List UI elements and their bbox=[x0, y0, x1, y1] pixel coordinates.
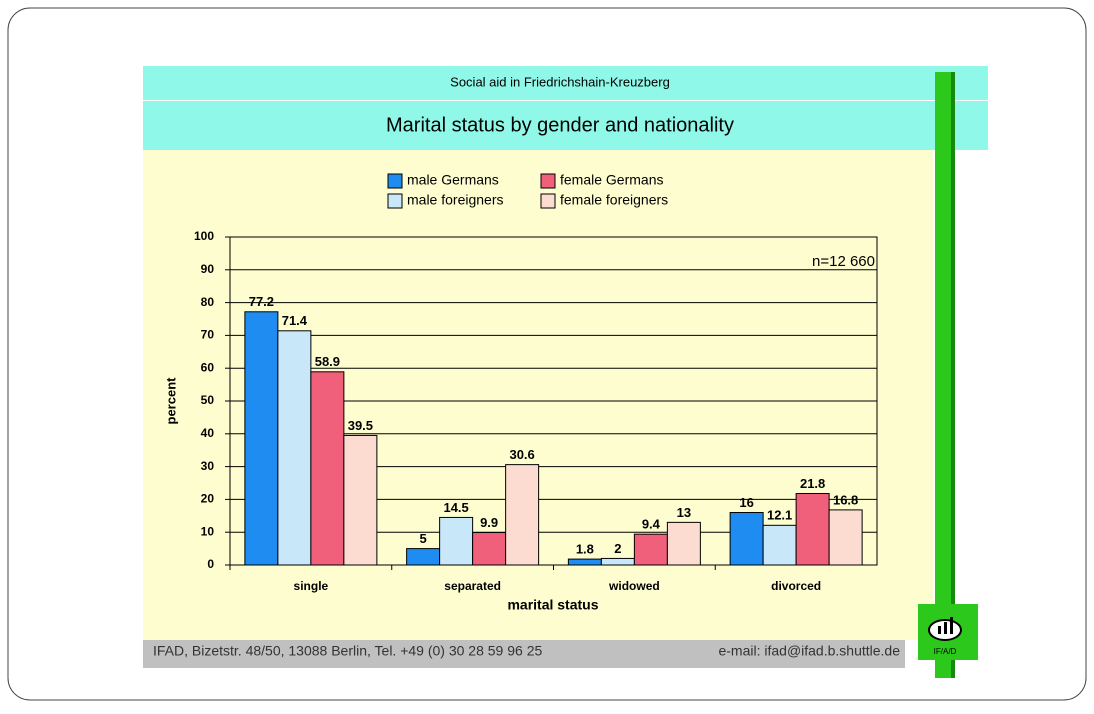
footer-address: IFAD, Bizetstr. 48/50, 13088 Berlin, Tel… bbox=[153, 643, 542, 659]
bar bbox=[277, 330, 312, 566]
bar bbox=[828, 509, 863, 566]
legend-label: female foreigners bbox=[560, 192, 668, 208]
bar bbox=[406, 548, 441, 566]
data-label: 21.8 bbox=[800, 476, 825, 491]
data-label: 5 bbox=[420, 531, 427, 546]
logo-icon bbox=[938, 626, 941, 634]
green-bar bbox=[935, 72, 955, 678]
legend-swatch bbox=[387, 193, 403, 209]
data-label: 14.5 bbox=[443, 500, 468, 515]
y-tick-label: 40 bbox=[201, 426, 215, 440]
bar bbox=[666, 521, 701, 566]
data-label: 58.9 bbox=[315, 354, 340, 369]
data-label: 16 bbox=[739, 495, 753, 510]
y-axis-label: percent bbox=[163, 377, 178, 425]
x-tick-label: divorced bbox=[771, 579, 821, 593]
data-label: 30.6 bbox=[509, 447, 534, 462]
logo-text: IF/A/D bbox=[934, 647, 957, 656]
bar bbox=[343, 434, 378, 566]
data-label: 39.5 bbox=[348, 418, 373, 433]
bar bbox=[600, 557, 635, 566]
y-tick-label: 10 bbox=[201, 524, 215, 538]
bar bbox=[244, 311, 279, 566]
x-tick-label: separated bbox=[444, 579, 501, 593]
bar bbox=[310, 371, 345, 566]
data-label: 77.2 bbox=[249, 294, 274, 309]
y-tick-label: 80 bbox=[201, 295, 215, 309]
bar bbox=[633, 533, 668, 566]
y-tick-label: 70 bbox=[201, 328, 215, 342]
y-tick-label: 20 bbox=[201, 492, 215, 506]
y-tick-label: 50 bbox=[201, 393, 215, 407]
title-band bbox=[143, 101, 988, 150]
y-tick-label: 30 bbox=[201, 459, 215, 473]
bar bbox=[472, 532, 507, 566]
annotation: n=12 660 bbox=[812, 253, 875, 270]
data-label: 9.9 bbox=[480, 515, 498, 530]
legend-swatch bbox=[540, 193, 556, 209]
legend-label: male Germans bbox=[407, 172, 499, 188]
data-label: 1.8 bbox=[576, 542, 594, 557]
footer-band bbox=[143, 640, 905, 668]
bar bbox=[762, 524, 797, 566]
logo-icon bbox=[950, 617, 953, 634]
y-tick-label: 60 bbox=[201, 360, 215, 374]
legend-swatch bbox=[387, 173, 403, 189]
bar bbox=[729, 512, 764, 566]
y-tick-label: 0 bbox=[207, 557, 214, 571]
logo-icon bbox=[944, 622, 947, 634]
subtitle: Social aid in Friedrichshain-Kreuzberg bbox=[450, 74, 670, 89]
data-label: 12.1 bbox=[767, 508, 792, 523]
data-label: 9.4 bbox=[642, 517, 661, 532]
footer-email: e-mail: ifad@ifad.b.shuttle.de bbox=[718, 643, 900, 659]
subtitle-band bbox=[143, 66, 988, 100]
x-axis-label: marital status bbox=[507, 597, 598, 613]
data-label: 2 bbox=[614, 541, 621, 556]
data-label: 16.8 bbox=[833, 492, 858, 507]
bar bbox=[505, 464, 540, 566]
x-tick-label: single bbox=[294, 579, 329, 593]
legend-label: female Germans bbox=[560, 172, 663, 188]
chart-title: Marital status by gender and nationality bbox=[386, 114, 734, 136]
data-label: 71.4 bbox=[282, 313, 308, 328]
y-tick-label: 100 bbox=[194, 229, 214, 243]
bar bbox=[439, 516, 474, 566]
legend-label: male foreigners bbox=[407, 192, 504, 208]
bar bbox=[795, 492, 830, 566]
x-tick-label: widowed bbox=[608, 579, 660, 593]
green-bar-shade bbox=[951, 72, 955, 678]
data-label: 13 bbox=[677, 505, 691, 520]
bar bbox=[567, 558, 602, 566]
legend-swatch bbox=[540, 173, 556, 189]
y-tick-label: 90 bbox=[201, 262, 215, 276]
